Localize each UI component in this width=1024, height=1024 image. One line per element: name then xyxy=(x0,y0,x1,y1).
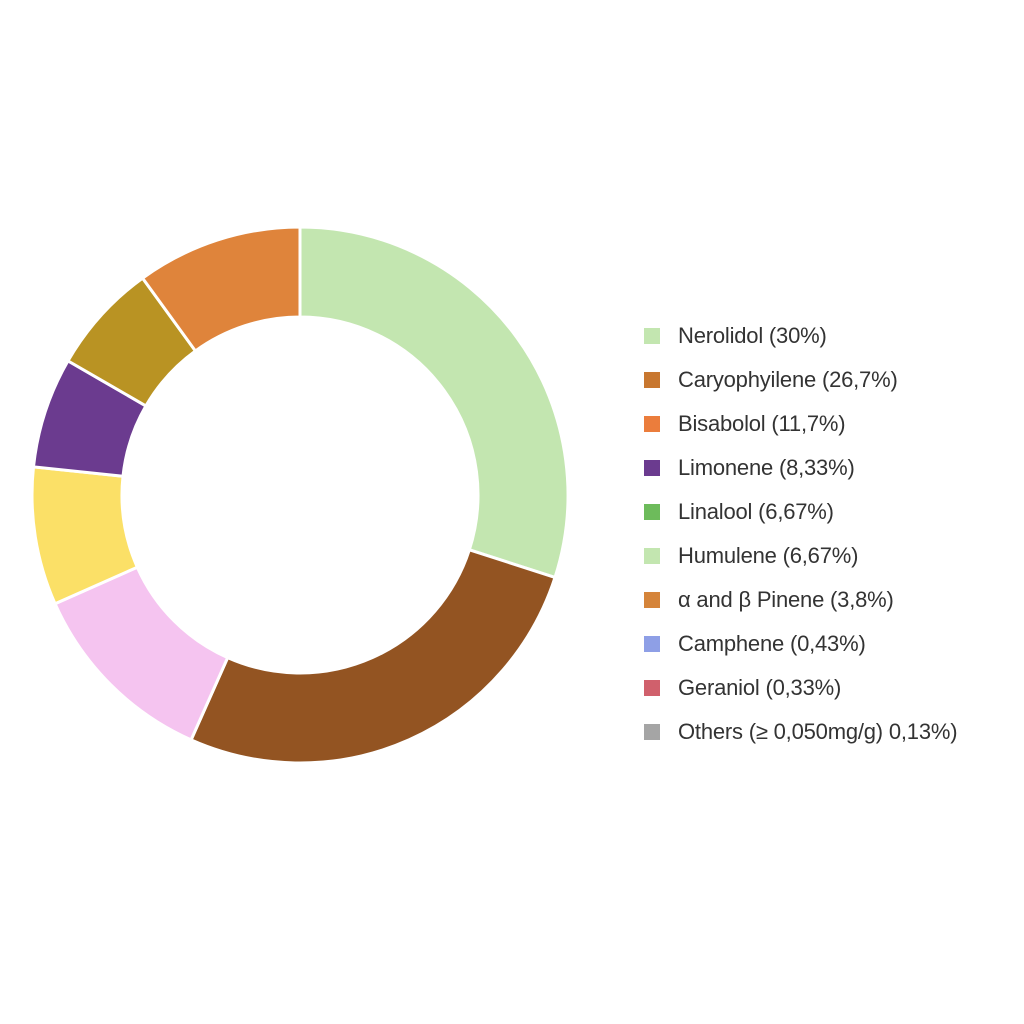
legend-label: Bisabolol (11,7%) xyxy=(678,411,846,436)
legend-item-6: α and β Pinene (3,8%) xyxy=(644,578,1016,622)
donut-slice-6 xyxy=(140,225,302,354)
legend-item-8: Geraniol (0,33%) xyxy=(644,666,1016,710)
legend-label: Humulene (6,67%) xyxy=(678,543,859,568)
legend-label: Others (≥ 0,050mg/g) 0,13%) xyxy=(678,719,958,744)
legend-label: Camphene (0,43%) xyxy=(678,631,866,656)
legend-label: Geraniol (0,33%) xyxy=(678,675,842,700)
donut-slice-0 xyxy=(298,225,570,580)
legend-label: Limonene (8,33%) xyxy=(678,455,855,480)
legend-swatch xyxy=(644,416,660,432)
legend-swatch xyxy=(644,372,660,388)
legend-swatch xyxy=(644,548,660,564)
legend-swatch xyxy=(644,328,660,344)
legend-item-9: Others (≥ 0,050mg/g) 0,13%) xyxy=(644,710,1016,754)
donut-slices xyxy=(30,225,570,765)
legend-label: Caryophyilene (26,7%) xyxy=(678,367,898,392)
legend-label: Linalool (6,67%) xyxy=(678,499,834,524)
legend-swatch xyxy=(644,636,660,652)
legend-item-1: Caryophyilene (26,7%) xyxy=(644,358,1016,402)
legend-item-3: Limonene (8,33%) xyxy=(644,446,1016,490)
legend-item-4: Linalool (6,67%) xyxy=(644,490,1016,534)
legend-label: Nerolidol (30%) xyxy=(678,323,827,348)
donut-chart xyxy=(30,225,570,765)
donut-slice-1 xyxy=(189,547,557,765)
legend-label: α and β Pinene (3,8%) xyxy=(678,587,894,612)
legend-item-5: Humulene (6,67%) xyxy=(644,534,1016,578)
legend-swatch xyxy=(644,460,660,476)
legend-swatch xyxy=(644,504,660,520)
legend-item-0: Nerolidol (30%) xyxy=(644,314,1016,358)
legend-item-2: Bisabolol (11,7%) xyxy=(644,402,1016,446)
legend-swatch xyxy=(644,680,660,696)
legend-item-7: Camphene (0,43%) xyxy=(644,622,1016,666)
legend-swatch xyxy=(644,724,660,740)
legend-swatch xyxy=(644,592,660,608)
legend: Nerolidol (30%) Caryophyilene (26,7%) Bisa… xyxy=(644,314,1016,754)
